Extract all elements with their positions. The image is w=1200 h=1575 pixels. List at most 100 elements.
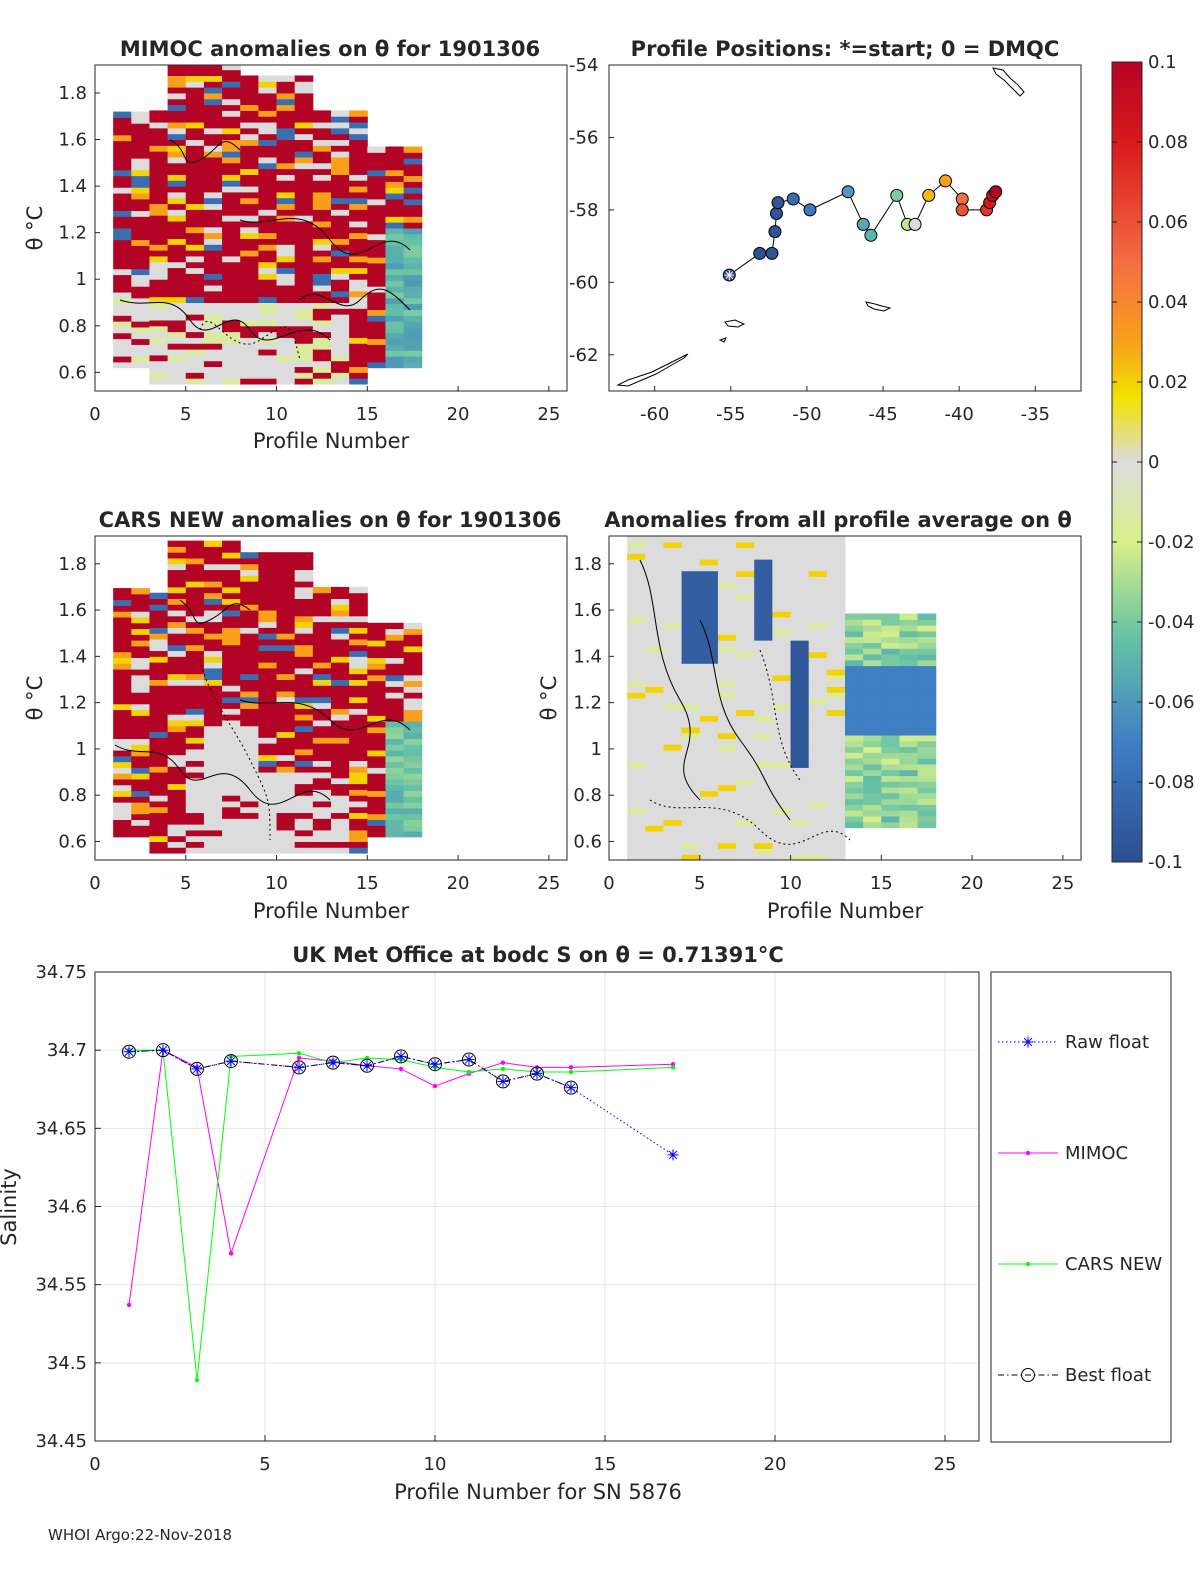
heatmap-cell [149, 203, 169, 210]
heatmap-cell [349, 162, 368, 170]
heatmap-cell [663, 576, 683, 583]
x-tick-label: -60 [640, 404, 669, 425]
heatmap-cell [294, 156, 314, 164]
heatmap-cell [149, 714, 169, 721]
heatmap-cell [663, 807, 683, 815]
heatmap-cell [240, 829, 259, 837]
heatmap-cell [149, 267, 169, 274]
heatmap-cell [131, 813, 150, 820]
heatmap-cell [113, 663, 132, 670]
data-point [292, 1060, 306, 1075]
heatmap-cell [699, 802, 719, 809]
heatmap-cell [240, 719, 259, 727]
heatmap-cell [131, 245, 150, 252]
heatmap-cell [131, 755, 150, 763]
heatmap-cell [294, 98, 314, 106]
heatmap-cell [808, 611, 828, 618]
heatmap-cell [826, 605, 846, 612]
heatmap-cell [294, 366, 314, 373]
heatmap-cell [385, 245, 405, 252]
heatmap-cell [917, 723, 937, 730]
heatmap-cell [403, 303, 423, 310]
heatmap-cell [276, 777, 296, 785]
heatmap-cell [222, 296, 241, 304]
heatmap-cell [717, 588, 737, 595]
y-tick-label: 1.6 [58, 600, 87, 621]
heatmap-cell [240, 354, 259, 362]
heatmap-cell [717, 854, 737, 860]
heatmap-cell [294, 75, 314, 82]
heatmap-cell [645, 553, 664, 560]
heatmap-cell [863, 682, 882, 690]
heatmap-cell [276, 325, 296, 333]
heatmap-cell [881, 630, 900, 638]
heatmap-cell [258, 116, 278, 123]
heatmap-cell [699, 680, 719, 687]
heatmap-cell [403, 239, 423, 246]
heatmap-cell [222, 702, 241, 709]
heatmap-cell [808, 564, 828, 572]
heatmap-cell [222, 116, 241, 123]
heatmap-cell [258, 829, 278, 837]
heatmap-cell [736, 807, 755, 815]
heatmap-cell [627, 634, 646, 641]
heatmap-cell [185, 296, 205, 304]
heatmap-cell [312, 255, 332, 263]
heatmap-cell [312, 598, 332, 605]
heatmap-cell [113, 315, 132, 322]
heatmap-cell [258, 754, 278, 761]
heatmap-cell [826, 645, 846, 653]
heatmap-cell [349, 186, 368, 193]
heatmap-cell [645, 779, 664, 786]
heatmap-cell [367, 204, 386, 212]
heatmap-cell [403, 796, 423, 803]
heatmap-cell [790, 669, 810, 676]
heatmap-cell [899, 671, 919, 678]
heatmap-cell [663, 674, 683, 682]
heatmap-cell [222, 156, 241, 164]
heatmap-cell [331, 789, 350, 796]
heatmap-cell [131, 790, 150, 797]
heatmap-cell [240, 133, 259, 141]
heatmap-cell [808, 807, 828, 815]
heatmap-cell [258, 662, 278, 669]
heatmap-cell [203, 162, 223, 170]
heatmap-cell [826, 825, 846, 832]
x-tick-label: 10 [265, 873, 288, 894]
heatmap-cell [772, 564, 792, 572]
heatmap-cell [349, 279, 368, 286]
heatmap-cell [222, 238, 241, 245]
heatmap-cell [312, 685, 332, 692]
heatmap-cell [258, 319, 278, 327]
heatmap-cell [881, 775, 900, 782]
heatmap-cell [663, 593, 683, 601]
heatmap-cell [185, 633, 205, 640]
heatmap-cell [222, 812, 241, 819]
heatmap-cell [240, 279, 259, 286]
heatmap-cell [917, 648, 937, 655]
heatmap-cell [276, 748, 296, 756]
heatmap-cell [663, 564, 683, 572]
heatmap-cell [385, 228, 405, 235]
heatmap-cell [222, 255, 241, 263]
heatmap-cell [167, 110, 187, 117]
heatmap-cell [681, 750, 701, 757]
heatmap-cell [222, 180, 241, 187]
heatmap-cell [167, 633, 187, 640]
heatmap-cell [367, 755, 386, 763]
heatmap-cell [645, 819, 664, 826]
heatmap-cell [881, 810, 900, 817]
heatmap-cell [772, 750, 792, 757]
heatmap-cell [754, 807, 773, 815]
heatmap-cell [645, 750, 664, 757]
heatmap-cell [331, 244, 350, 251]
legend-label: CARS NEW [1065, 1254, 1162, 1275]
heatmap-cell [312, 250, 332, 257]
heatmap-cell [131, 726, 150, 734]
position-marker [803, 203, 817, 217]
heatmap-cell [663, 588, 683, 595]
heatmap-cell [113, 744, 132, 751]
heatmap-cell [203, 349, 223, 356]
heatmap-cell [276, 127, 296, 135]
heatmap-cell [203, 835, 223, 842]
